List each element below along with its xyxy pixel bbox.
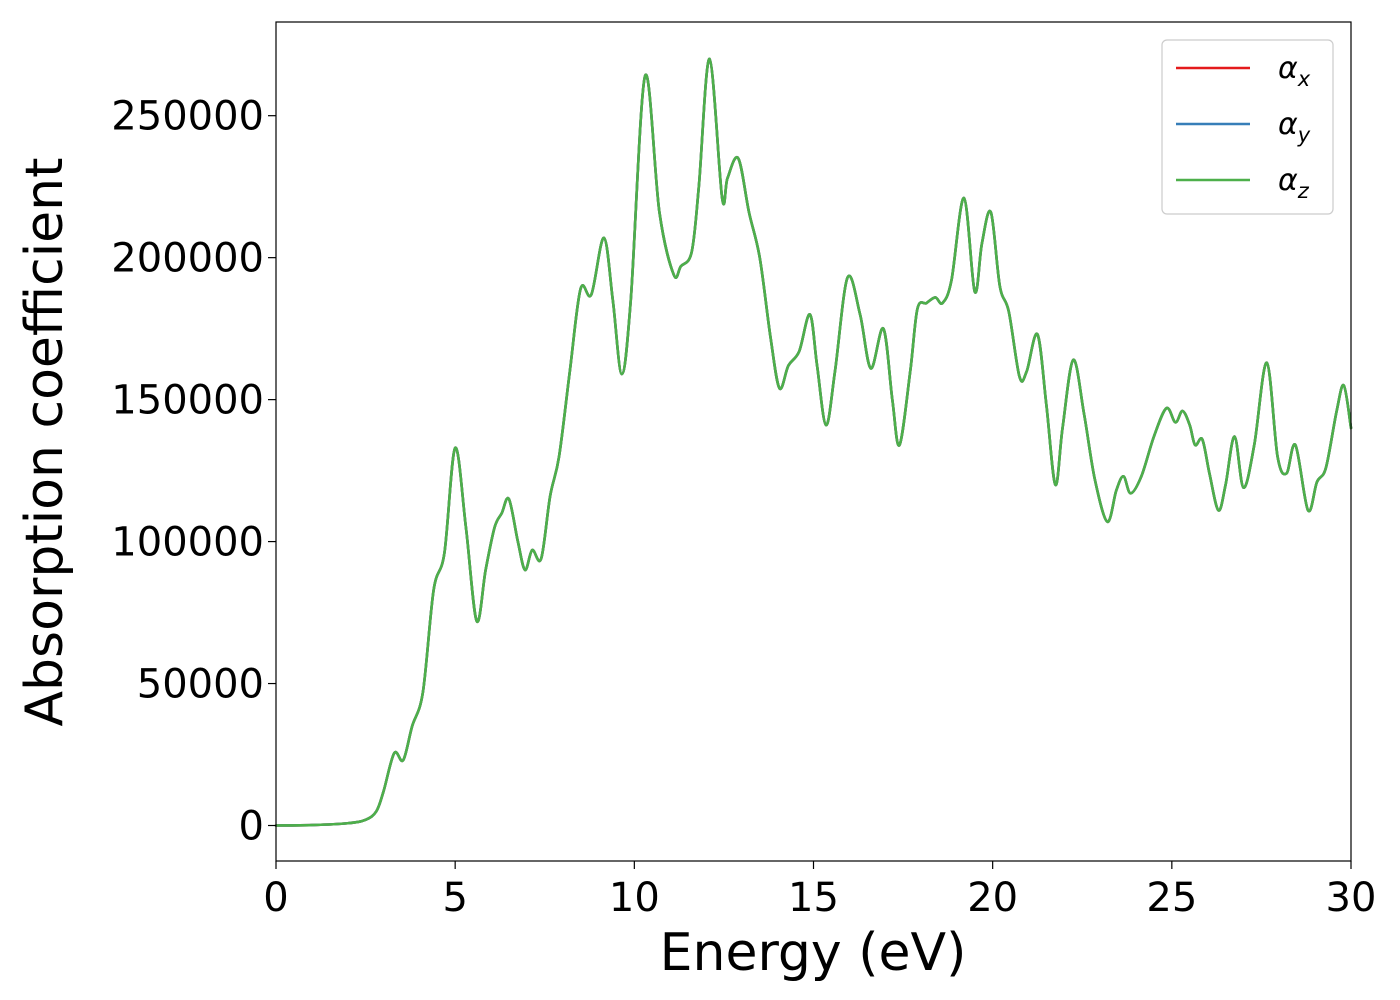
legend-subscript: y: [1297, 123, 1311, 147]
y-axis-label: Absorption coefficient: [15, 157, 75, 726]
x-axis-ticks: 0 5 10 15 20 25 30: [263, 861, 1376, 921]
x-tick-label: 25: [1146, 875, 1197, 921]
x-tick-label: 10: [609, 875, 660, 921]
y-tick-label: 50000: [137, 662, 264, 708]
y-axis-ticks: 0 50000 100000 150000 200000 250000: [111, 94, 276, 850]
x-tick-label: 20: [967, 875, 1018, 921]
series-layer: [274, 57, 1353, 827]
y-tick-label: 150000: [111, 378, 264, 424]
x-tick-label: 0: [263, 875, 288, 921]
legend-subscript: x: [1297, 67, 1311, 91]
legend-box: [1161, 39, 1334, 215]
y-tick-label: 250000: [111, 94, 264, 140]
x-axis-label: Energy (eV): [660, 923, 967, 983]
series-line-alpha-z: [274, 57, 1353, 827]
y-tick-label: 100000: [111, 520, 264, 566]
y-tick-label: 0: [239, 804, 264, 850]
x-tick-label: 5: [442, 875, 467, 921]
x-tick-label: 15: [788, 875, 839, 921]
y-tick-label: 200000: [111, 236, 264, 282]
legend-subscript: z: [1297, 179, 1310, 203]
x-tick-label: 30: [1326, 875, 1377, 921]
